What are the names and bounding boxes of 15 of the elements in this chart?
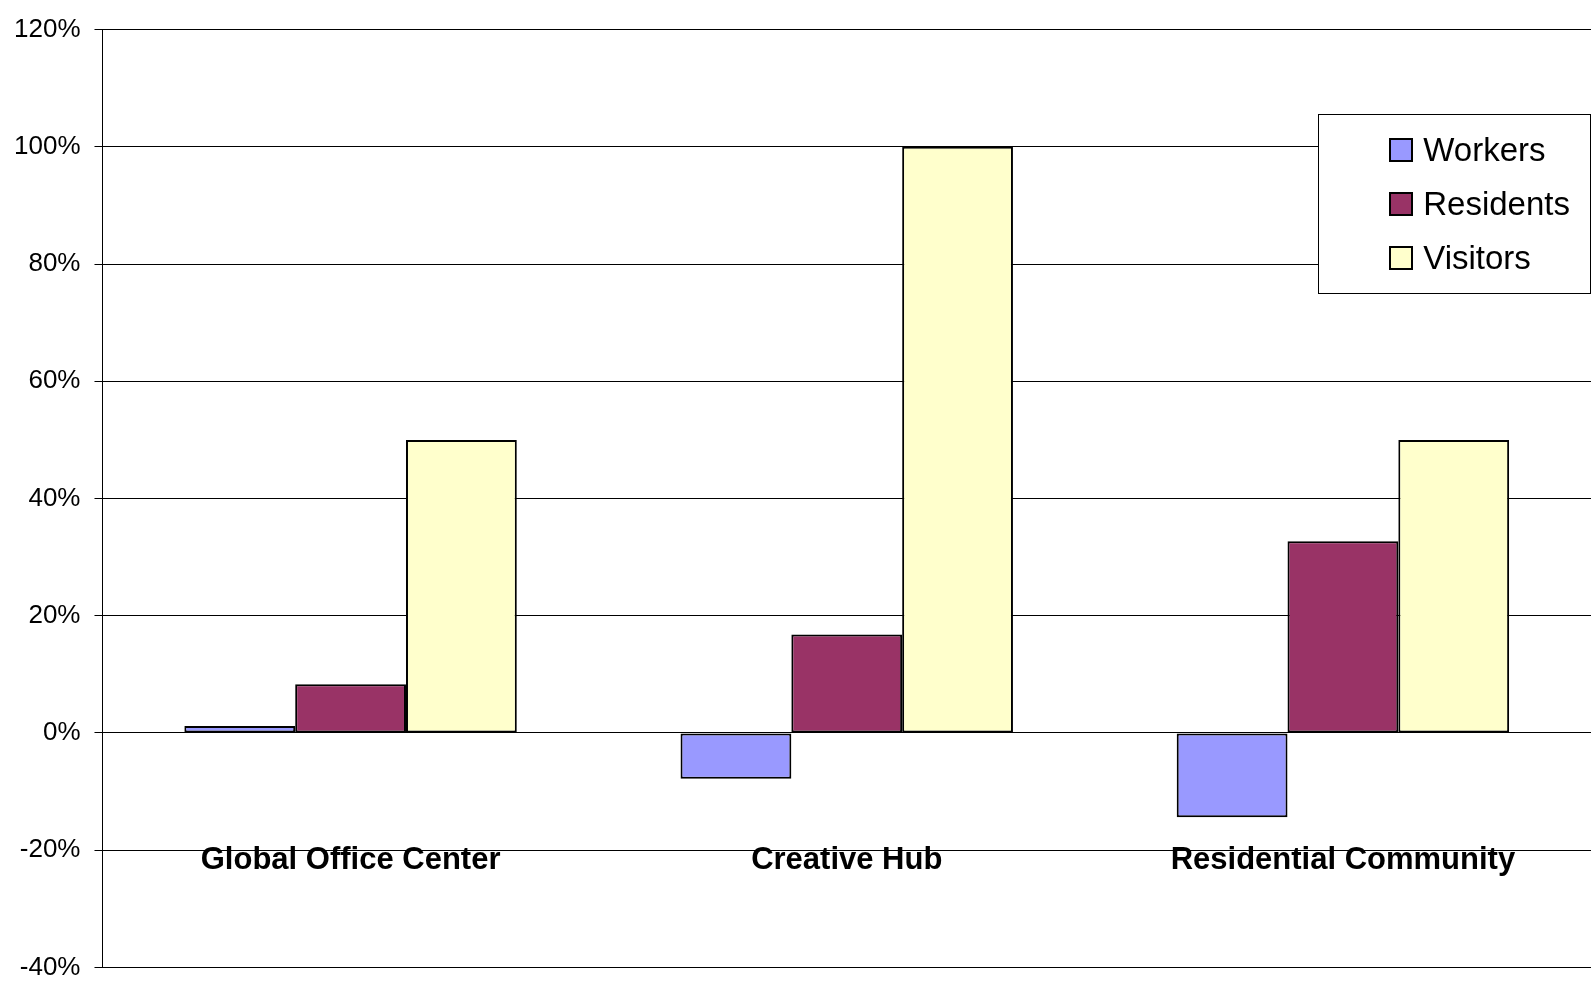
x-tick-label: Creative Hub (751, 841, 943, 877)
y-tick-label: -20% (19, 833, 81, 864)
y-tick-label: 20% (28, 598, 81, 629)
y-tick-label: 120% (14, 12, 81, 43)
y-tick-label: -40% (19, 950, 81, 981)
x-tick-label: Global Office Center (200, 841, 501, 877)
y-tick-label: 100% (14, 130, 81, 160)
y-tick-label: 40% (28, 481, 81, 512)
x-tick-label: Residential Community (1170, 841, 1516, 877)
y-tick-label: 80% (28, 247, 81, 278)
legend-label: Visitors (1423, 238, 1531, 278)
legend-label: Workers (1423, 130, 1546, 170)
y-tick-label: 60% (28, 364, 81, 395)
y-tick-label: 0% (42, 716, 81, 747)
legend-label: Residents (1423, 184, 1570, 224)
